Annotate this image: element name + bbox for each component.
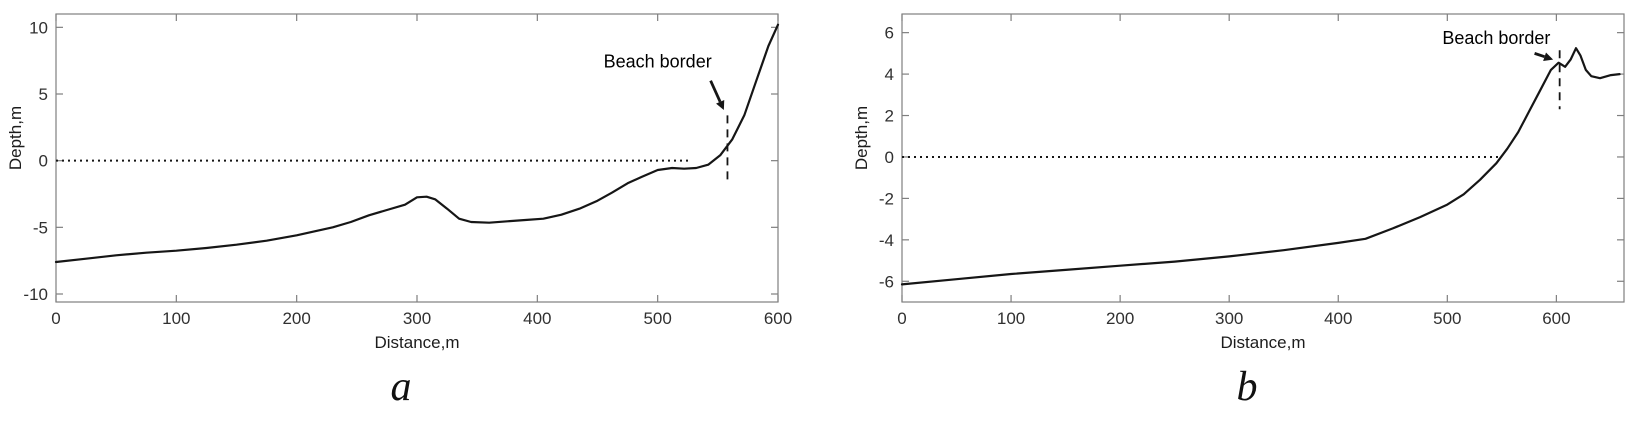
y-tick-label: -6 bbox=[879, 272, 894, 291]
x-tick-label: 200 bbox=[1106, 309, 1134, 328]
axes-box bbox=[901, 13, 1625, 303]
x-tick-label: 400 bbox=[1324, 309, 1352, 328]
x-axis-label: Distance,m bbox=[1220, 333, 1305, 352]
x-tick-label: 0 bbox=[897, 309, 906, 328]
annotation-arrow-shaft bbox=[709, 80, 722, 103]
depth-profile-chart-a: 0 100 200 300 400 500 600 -10 -5 0 5 10 Distance,m De… bbox=[6, 6, 796, 358]
y-tick-label: -10 bbox=[23, 285, 48, 304]
annotation-arrowhead-icon bbox=[716, 99, 725, 110]
y-tick-label: 0 bbox=[885, 148, 894, 167]
depth-profile-figure: 0 100 200 300 400 500 600 -10 -5 0 5 10 Distance,m De… bbox=[6, 6, 1642, 408]
beach-border-label: Beach border bbox=[604, 51, 712, 71]
x-tick-label: 600 bbox=[1542, 309, 1570, 328]
beach-border-label: Beach border bbox=[1442, 28, 1550, 48]
x-tick-label: 0 bbox=[51, 309, 60, 328]
y-tick-label: -4 bbox=[879, 231, 894, 250]
y-tick-label: 6 bbox=[885, 24, 894, 43]
x-tick-label: 600 bbox=[764, 309, 792, 328]
y-tick-label: 10 bbox=[29, 18, 48, 37]
x-tick-label: 100 bbox=[162, 309, 190, 328]
y-tick-label: -5 bbox=[33, 218, 48, 237]
x-tick-label: 400 bbox=[523, 309, 551, 328]
depth-profile-curve bbox=[54, 23, 780, 264]
y-tick-label: 5 bbox=[39, 85, 48, 104]
x-tick-label: 100 bbox=[997, 309, 1025, 328]
chart-panel-b: 0 100 200 300 400 500 600 -6 -4 -2 0 2 4 6 Distance,m D… bbox=[852, 6, 1642, 408]
y-tick-label: -2 bbox=[879, 189, 894, 208]
annotation-arrowhead-icon bbox=[1543, 52, 1554, 61]
x-axis-label: Distance,m bbox=[374, 333, 459, 352]
chart-panel-a: 0 100 200 300 400 500 600 -10 -5 0 5 10 Distance,m De… bbox=[6, 6, 796, 408]
subfigure-label-a: a bbox=[390, 364, 412, 410]
y-tick-label: 2 bbox=[885, 107, 894, 126]
y-axis-label: Depth,m bbox=[852, 106, 871, 170]
x-tick-label: 300 bbox=[1215, 309, 1243, 328]
x-tick-label: 200 bbox=[282, 309, 310, 328]
annotation-arrow-shaft bbox=[1534, 52, 1546, 59]
x-tick-label: 500 bbox=[643, 309, 671, 328]
y-tick-label: 0 bbox=[39, 152, 48, 171]
y-axis-label: Depth,m bbox=[6, 106, 25, 170]
subfigure-label-b: b bbox=[1236, 364, 1258, 410]
depth-profile-curve bbox=[900, 47, 1621, 286]
x-tick-label: 500 bbox=[1433, 309, 1461, 328]
y-tick-label: 4 bbox=[885, 65, 894, 84]
x-tick-label: 300 bbox=[403, 309, 431, 328]
depth-profile-chart-b: 0 100 200 300 400 500 600 -6 -4 -2 0 2 4 6 Distance,m D… bbox=[852, 6, 1642, 358]
